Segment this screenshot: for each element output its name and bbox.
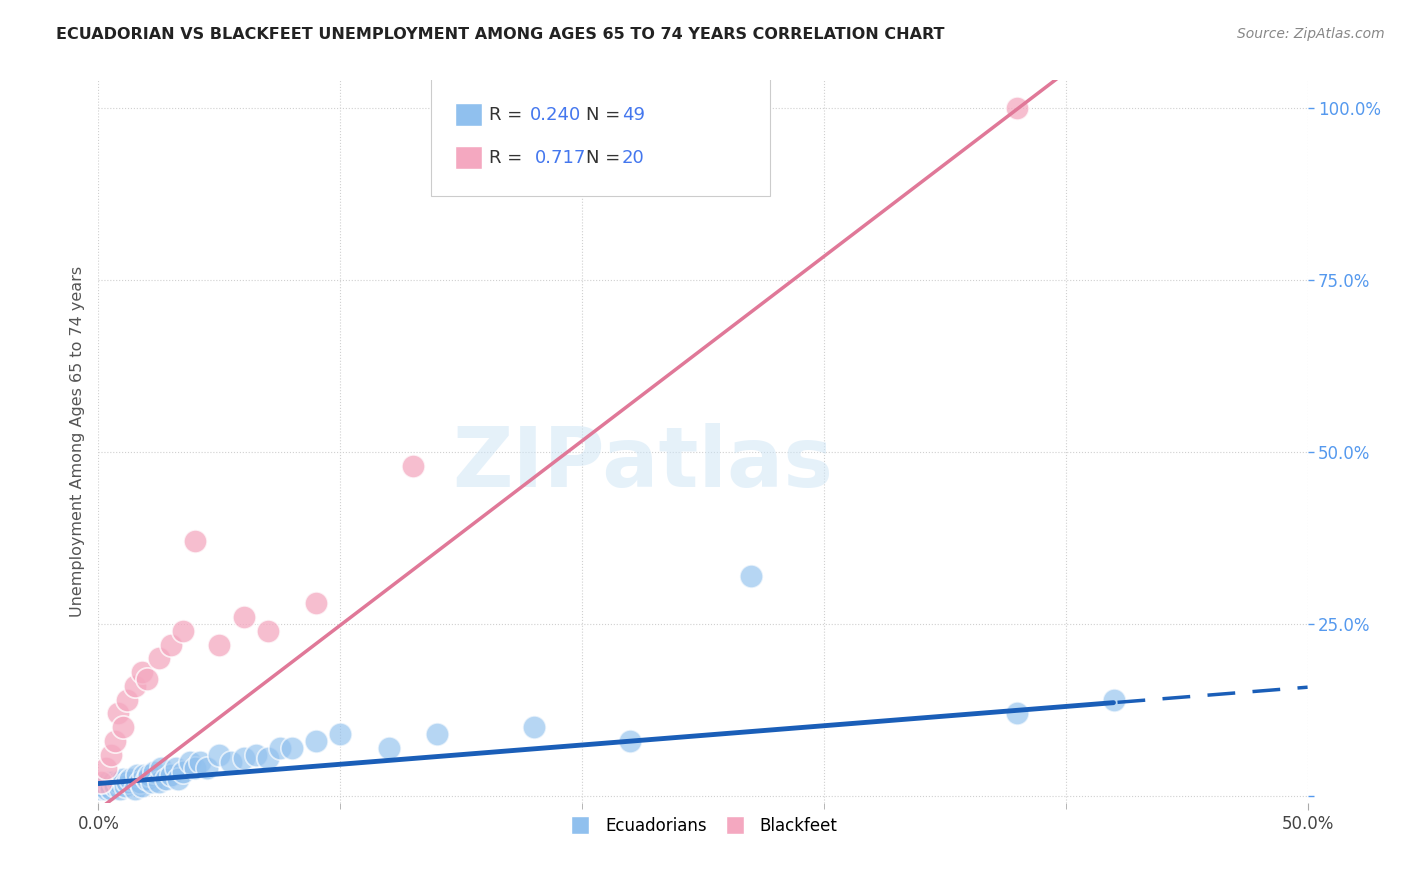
- Point: [100, 747, 122, 762]
- Point: [138, 768, 160, 782]
- Point: [269, 740, 291, 755]
- Point: [150, 761, 173, 775]
- Point: [172, 764, 194, 779]
- Point: [179, 755, 201, 769]
- Legend: Ecuadorians, Blackfeet: Ecuadorians, Blackfeet: [561, 810, 845, 841]
- Point: [148, 775, 170, 789]
- Point: [104, 734, 127, 748]
- Point: [184, 534, 207, 549]
- Text: 20: 20: [621, 149, 645, 168]
- Point: [232, 610, 254, 624]
- Point: [221, 755, 243, 769]
- Y-axis label: Unemployment Among Ages 65 to 74 years: Unemployment Among Ages 65 to 74 years: [69, 266, 84, 617]
- Point: [111, 772, 134, 786]
- Point: [523, 720, 546, 734]
- Point: [188, 755, 211, 769]
- Point: [195, 761, 218, 775]
- Point: [135, 672, 157, 686]
- Point: [131, 665, 153, 679]
- Point: [131, 779, 153, 793]
- Point: [155, 772, 177, 786]
- Point: [208, 638, 231, 652]
- Text: R =: R =: [489, 106, 529, 124]
- Point: [107, 706, 129, 721]
- Point: [128, 775, 150, 789]
- Text: 0.240: 0.240: [530, 106, 581, 124]
- Point: [91, 779, 114, 793]
- FancyBboxPatch shape: [456, 146, 482, 169]
- Point: [141, 775, 163, 789]
- Point: [124, 782, 146, 797]
- Point: [90, 775, 112, 789]
- Point: [281, 740, 304, 755]
- Point: [104, 779, 127, 793]
- Text: 0.717: 0.717: [534, 149, 586, 168]
- Point: [108, 782, 131, 797]
- Point: [1007, 101, 1029, 115]
- Point: [329, 727, 352, 741]
- Point: [135, 772, 157, 786]
- Point: [134, 768, 156, 782]
- Text: ECUADORIAN VS BLACKFEET UNEMPLOYMENT AMONG AGES 65 TO 74 YEARS CORRELATION CHART: ECUADORIAN VS BLACKFEET UNEMPLOYMENT AMO…: [56, 27, 945, 42]
- Point: [97, 775, 120, 789]
- Point: [148, 651, 170, 665]
- Text: N =: N =: [586, 149, 626, 168]
- Point: [245, 747, 267, 762]
- Point: [127, 768, 149, 782]
- Point: [160, 768, 183, 782]
- Point: [167, 772, 190, 786]
- Text: 49: 49: [621, 106, 645, 124]
- Point: [740, 568, 762, 582]
- Point: [124, 679, 146, 693]
- Point: [160, 638, 183, 652]
- Point: [402, 458, 425, 473]
- FancyBboxPatch shape: [432, 75, 769, 196]
- Point: [305, 596, 328, 610]
- Point: [172, 624, 194, 638]
- Point: [256, 624, 278, 638]
- Point: [426, 727, 449, 741]
- Text: R =: R =: [489, 149, 534, 168]
- Point: [377, 740, 399, 755]
- Point: [94, 761, 117, 775]
- Point: [114, 779, 136, 793]
- Point: [1102, 692, 1125, 706]
- Point: [256, 751, 278, 765]
- Point: [143, 764, 166, 779]
- Point: [100, 782, 122, 797]
- Point: [619, 734, 641, 748]
- Point: [107, 775, 129, 789]
- Point: [118, 772, 141, 786]
- Point: [208, 747, 231, 762]
- Point: [117, 775, 139, 789]
- Point: [94, 782, 117, 797]
- Text: ZIPatlas: ZIPatlas: [453, 423, 832, 504]
- Point: [305, 734, 328, 748]
- Point: [232, 751, 254, 765]
- Point: [90, 782, 112, 797]
- Point: [165, 761, 187, 775]
- Point: [184, 761, 207, 775]
- FancyBboxPatch shape: [456, 103, 482, 126]
- Point: [117, 692, 139, 706]
- Point: [101, 775, 124, 789]
- Text: Source: ZipAtlas.com: Source: ZipAtlas.com: [1237, 27, 1385, 41]
- Point: [1007, 706, 1029, 721]
- Point: [111, 720, 134, 734]
- Text: N =: N =: [586, 106, 626, 124]
